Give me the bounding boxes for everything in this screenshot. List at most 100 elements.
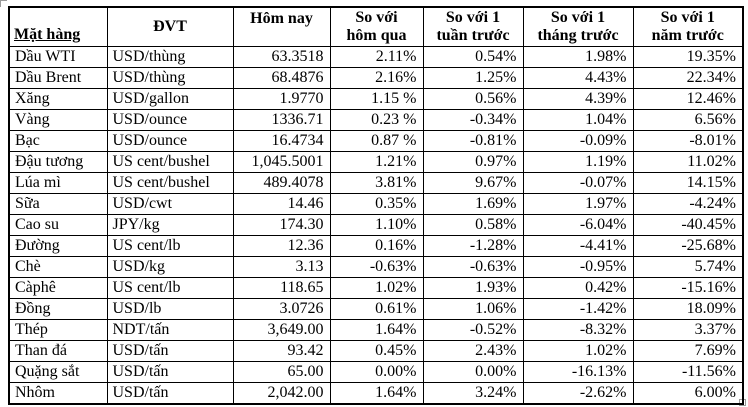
price-today-cell: 3.13 <box>232 256 331 278</box>
pct-vs-month-cell: -0.09% <box>522 130 634 152</box>
pct-vs-year-cell: 5.74% <box>632 256 744 278</box>
pct-vs-year-cell: -40.45% <box>632 214 744 236</box>
table-row: Đồng USD/lb 3.0726 0.61% 1.06% -1.42% 18.09% <box>8 298 744 320</box>
pct-vs-year-cell: 3.37% <box>632 319 744 341</box>
pct-vs-year-cell: 6.00% <box>632 382 744 405</box>
table-row: Xăng USD/gallon 1.9770 1.15 % 0.56% 4.39% 12.4… <box>8 88 744 110</box>
pct-vs-week-cell: 2.43% <box>422 340 524 362</box>
pct-vs-week-cell: 9.67% <box>422 172 524 194</box>
price-today-cell: 3,649.00 <box>232 319 331 341</box>
price-today-cell: 1336.71 <box>232 109 331 131</box>
commodity-cell: Càphê <box>8 277 108 299</box>
header-row: Mặt hàng ĐVT Hôm nay So với hôm qua So v… <box>8 6 744 47</box>
pct-vs-yesterday-cell: 1.64% <box>329 319 424 341</box>
unit-cell: USD/ounce <box>106 109 234 131</box>
pct-vs-year-cell: 11.02% <box>632 151 744 173</box>
price-today-cell: 489.4078 <box>232 172 331 194</box>
commodity-cell: Bạc <box>8 130 108 152</box>
price-today-cell: 12.36 <box>232 235 331 257</box>
table-header: Mặt hàng ĐVT Hôm nay So với hôm qua So v… <box>8 6 744 47</box>
price-today-cell: 14.46 <box>232 193 331 215</box>
pct-vs-yesterday-cell: 0.35% <box>329 193 424 215</box>
pct-vs-week-cell: 1.93% <box>422 277 524 299</box>
commodity-cell: Quặng sắt <box>8 361 108 383</box>
commodity-cell: Chè <box>8 256 108 278</box>
table-row: Quặng sắt USD/tấn 65.00 0.00% 0.00% -16.13% -1… <box>8 361 744 383</box>
price-today-cell: 1.9770 <box>232 88 331 110</box>
table-row: Dầu WTI USD/thùng 63.3518 2.11% 0.54% 1.98% 19… <box>8 46 744 68</box>
pct-vs-week-cell: 0.00% <box>422 361 524 383</box>
commodity-cell: Xăng <box>8 88 108 110</box>
price-today-cell: 2,042.00 <box>232 382 331 405</box>
unit-cell: NDT/tấn <box>106 319 234 341</box>
pct-vs-yesterday-cell: 2.11% <box>329 46 424 68</box>
header-vs-year: So với 1 năm trước <box>632 6 744 47</box>
commodity-cell: Lúa mì <box>8 172 108 194</box>
pct-vs-month-cell: 1.04% <box>522 109 634 131</box>
pct-vs-year-cell: 18.09% <box>632 298 744 320</box>
commodity-cell: Vàng <box>8 109 108 131</box>
table-row: Chè USD/kg 3.13 -0.63% -0.63% -0.95% 5.74% <box>8 256 744 278</box>
unit-cell: USD/tấn <box>106 361 234 383</box>
pct-vs-year-cell: 12.46% <box>632 88 744 110</box>
pct-vs-month-cell: 1.02% <box>522 340 634 362</box>
pct-vs-month-cell: 4.39% <box>522 88 634 110</box>
table-row: Vàng USD/ounce 1336.71 0.23 % -0.34% 1.04% 6.5… <box>8 109 744 131</box>
table-row: Lúa mì US cent/bushel 489.4078 3.81% 9.67% -0… <box>8 172 744 194</box>
pct-vs-week-cell: -0.63% <box>422 256 524 278</box>
header-commodity: Mặt hàng <box>8 6 108 47</box>
commodity-cell: Nhôm <box>8 382 108 405</box>
pct-vs-yesterday-cell: 0.61% <box>329 298 424 320</box>
unit-cell: USD/tấn <box>106 382 234 405</box>
price-today-cell: 16.4734 <box>232 130 331 152</box>
pct-vs-month-cell: 1.98% <box>522 46 634 68</box>
unit-cell: US cent/bushel <box>106 172 234 194</box>
pct-vs-year-cell: 14.15% <box>632 172 744 194</box>
pct-vs-month-cell: -6.04% <box>522 214 634 236</box>
pct-vs-month-cell: 1.19% <box>522 151 634 173</box>
pct-vs-year-cell: -4.24% <box>632 193 744 215</box>
commodity-cell: Than đá <box>8 340 108 362</box>
pct-vs-yesterday-cell: 0.87 % <box>329 130 424 152</box>
unit-cell: USD/thùng <box>106 67 234 89</box>
pct-vs-year-cell: -15.16% <box>632 277 744 299</box>
price-today-cell: 65.00 <box>232 361 331 383</box>
table-row: Càphê US cent/lb 118.65 1.02% 1.93% 0.42% -15.… <box>8 277 744 299</box>
pct-vs-month-cell: -1.42% <box>522 298 634 320</box>
price-today-cell: 3.0726 <box>232 298 331 320</box>
pct-vs-week-cell: -0.52% <box>422 319 524 341</box>
table-row: Dầu Brent USD/thùng 68.4876 2.16% 1.25% 4.43%… <box>8 67 744 89</box>
unit-cell: USD/lb <box>106 298 234 320</box>
pct-vs-month-cell: 4.43% <box>522 67 634 89</box>
pct-vs-week-cell: 0.56% <box>422 88 524 110</box>
selection-handle-top-left <box>0 0 7 7</box>
pct-vs-month-cell: -0.95% <box>522 256 634 278</box>
pct-vs-yesterday-cell: 0.23 % <box>329 109 424 131</box>
pct-vs-yesterday-cell: 3.81% <box>329 172 424 194</box>
table-row: Cao su JPY/kg 174.30 1.10% 0.58% -6.04% -40.45… <box>8 214 744 236</box>
pct-vs-yesterday-cell: 1.02% <box>329 277 424 299</box>
unit-cell: US cent/lb <box>106 235 234 257</box>
commodity-cell: Thép <box>8 319 108 341</box>
price-today-cell: 93.42 <box>232 340 331 362</box>
header-vs-yesterday: So với hôm qua <box>329 6 424 47</box>
commodity-cell: Cao su <box>8 214 108 236</box>
table-body: Dầu WTI USD/thùng 63.3518 2.11% 0.54% 1.98% 19… <box>8 46 744 405</box>
pct-vs-week-cell: 0.97% <box>422 151 524 173</box>
table-row: Đậu tương US cent/bushel 1,045.5001 1.21% 0.… <box>8 151 744 173</box>
pct-vs-yesterday-cell: 0.45% <box>329 340 424 362</box>
commodity-price-table: Mặt hàng ĐVT Hôm nay So với hôm qua So v… <box>8 6 744 405</box>
pct-vs-yesterday-cell: 0.16% <box>329 235 424 257</box>
pct-vs-month-cell: 0.42% <box>522 277 634 299</box>
pct-vs-week-cell: -0.34% <box>422 109 524 131</box>
pct-vs-yesterday-cell: 0.00% <box>329 361 424 383</box>
unit-cell: USD/cwt <box>106 193 234 215</box>
pct-vs-week-cell: 1.69% <box>422 193 524 215</box>
commodity-cell: Sữa <box>8 193 108 215</box>
pct-vs-month-cell: -4.41% <box>522 235 634 257</box>
price-today-cell: 174.30 <box>232 214 331 236</box>
pct-vs-yesterday-cell: 1.21% <box>329 151 424 173</box>
pct-vs-week-cell: 0.54% <box>422 46 524 68</box>
pct-vs-year-cell: -8.01% <box>632 130 744 152</box>
